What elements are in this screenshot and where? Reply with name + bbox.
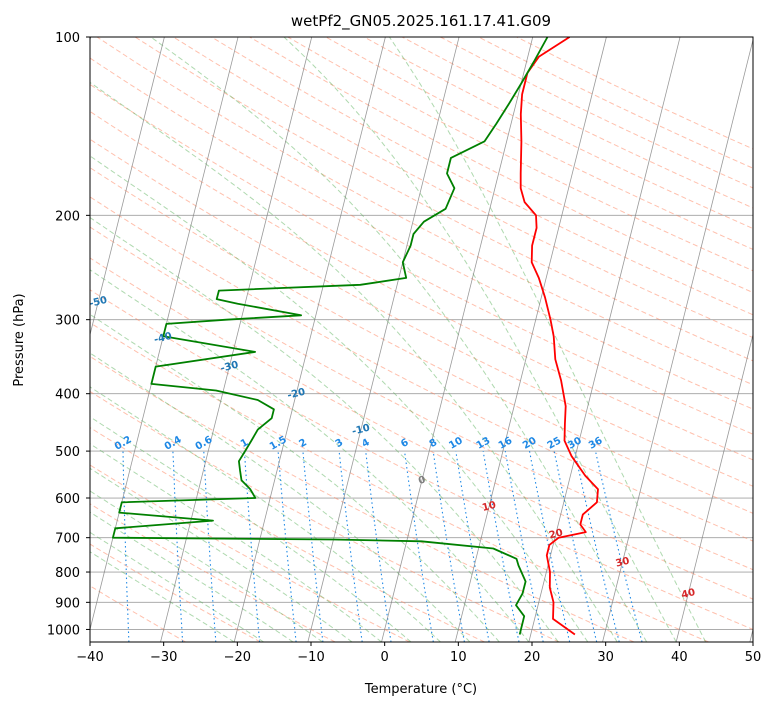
isotherm-line (454, 37, 607, 642)
dewpoint-profile-line (112, 37, 549, 635)
plot-frame (89, 36, 754, 643)
x-axis-label: Temperature (°C) (364, 682, 477, 697)
dry-adiabat-line (90, 257, 753, 600)
y-axis-ticks: 100 200 300 400 500 600 700 800 900 1000 (47, 31, 90, 638)
moist-adiabat-line (90, 443, 382, 642)
isotherm-label: -40 (153, 331, 173, 346)
dry-adiabat-line (90, 110, 753, 461)
isotherm-label: -50 (88, 295, 108, 310)
moist-adiabat-line (90, 352, 471, 642)
dry-adiabat-line (211, 37, 753, 316)
isotherm-line (233, 37, 386, 642)
temperature-profile-line (519, 37, 599, 636)
y-tick-label: 700 (55, 532, 80, 547)
isotherm-label: 0 (417, 475, 426, 487)
isotherm-label: -30 (219, 360, 239, 375)
y-tick-label: 300 (55, 314, 80, 329)
moist-adiabat-line (150, 37, 648, 642)
dry-adiabat-line (90, 138, 753, 487)
isotherm-line (307, 37, 460, 642)
moist-adiabat-line (90, 81, 618, 642)
moist-adiabat-line (90, 490, 323, 642)
y-tick-label: 1000 (47, 623, 80, 638)
moist-adiabats (90, 37, 707, 642)
mixing-ratio-line (243, 451, 261, 642)
isotherm-label: -20 (286, 387, 306, 402)
mixing-ratio-line (338, 451, 363, 642)
moist-adiabat-line (283, 37, 677, 642)
y-tick-label: 100 (55, 31, 80, 46)
isotherm-line (90, 37, 239, 632)
isotherm-label: 30 (615, 556, 631, 570)
x-tick-label: −10 (297, 650, 324, 665)
dry-adiabat-line (249, 37, 753, 294)
isotherm-label: 10 (481, 500, 497, 514)
y-tick-label: 600 (55, 492, 80, 507)
dry-adiabat-line (173, 37, 753, 339)
mixing-ratio-label: 2 (297, 437, 309, 450)
moist-adiabat-line (90, 313, 500, 642)
mixing-ratio-label: 1 (239, 437, 251, 450)
dry-adiabat-line (90, 503, 336, 642)
isotherm-label: 40 (680, 587, 696, 601)
dry-adiabat-line (90, 167, 753, 514)
x-tick-label: 10 (450, 650, 467, 665)
mixing-ratio-label: 4 (360, 437, 372, 450)
isotherm-label: -10 (351, 423, 371, 438)
moist-adiabat-line (90, 416, 412, 642)
dry-adiabat-line (90, 289, 753, 630)
mixing-ratio-line (432, 451, 465, 642)
x-tick-label: 40 (671, 650, 688, 665)
y-tick-label: 800 (55, 566, 80, 581)
moist-adiabat-line (90, 216, 559, 642)
y-tick-label: 500 (55, 445, 80, 460)
x-axis-ticks: −40 −30 −20 −10 0 10 20 30 40 50 (76, 642, 761, 665)
dry-adiabat-line (90, 355, 635, 642)
isotherm-label: 20 (548, 527, 564, 541)
x-tick-label: −20 (224, 650, 251, 665)
moist-adiabat-line (90, 511, 294, 642)
x-tick-label: −30 (150, 650, 177, 665)
moist-adiabat-line (90, 386, 441, 642)
chart-title: wetPf2_GN05.2025.161.17.41.G09 (291, 12, 551, 31)
dry-adiabat-line (90, 322, 709, 642)
moist-adiabat-line (90, 467, 353, 642)
mixing-ratio-line (277, 451, 297, 642)
x-tick-label: 50 (745, 650, 762, 665)
y-axis-label: Pressure (hPa) (12, 293, 27, 386)
isotherm-line (675, 333, 753, 642)
mixing-ratio-label: 3 (334, 437, 346, 450)
isotherm-line (160, 37, 313, 642)
mixing-ratio-line (172, 451, 184, 642)
dry-adiabat-line (90, 585, 186, 642)
isobar-grid (90, 37, 753, 630)
moist-adiabat-line (90, 269, 530, 642)
mixing-ratio-line (122, 451, 130, 642)
mixing-ratio-label: 8 (428, 437, 440, 450)
sounding-profiles (112, 37, 599, 636)
mixing-ratio-line (455, 451, 490, 642)
dry-adiabat-line (134, 37, 753, 362)
moist-adiabat-line (388, 37, 707, 642)
x-tick-label: 20 (524, 650, 541, 665)
mixing-ratio-line (203, 451, 217, 642)
dry-adiabat-line (90, 390, 560, 642)
y-tick-label: 200 (55, 209, 80, 224)
mixing-ratio-line (404, 451, 434, 642)
x-tick-label: −40 (76, 650, 103, 665)
y-tick-label: 900 (55, 596, 80, 611)
moist-adiabat-line (90, 155, 589, 642)
y-tick-label: 400 (55, 388, 80, 403)
dry-adiabat-line (90, 196, 753, 542)
x-tick-label: 30 (597, 650, 614, 665)
isotherm-line (602, 38, 753, 642)
plot-area: -100-90-80-70-60-50-40-30-20-10010203040… (88, 37, 753, 642)
mixing-ratio-line (302, 451, 324, 642)
isotherm-line (90, 37, 165, 337)
mixing-ratio-label: 6 (399, 437, 411, 450)
x-tick-label: 0 (381, 650, 389, 665)
